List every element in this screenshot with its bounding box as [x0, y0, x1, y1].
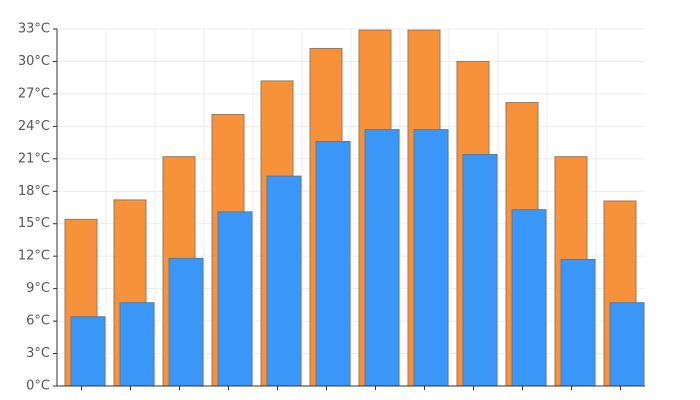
- bar-series-2: [168, 257, 204, 387]
- y-tick-label: 3°C: [26, 346, 50, 361]
- bar-series-2: [315, 141, 351, 387]
- y-tick-label: 24°C: [18, 119, 50, 134]
- y-axis-tick-labels: 0°C 3°C 6°C 9°C 12°C 15°C 18°C 21°C 24°C 27°C 30°C…: [18, 22, 50, 394]
- y-tick-label: 21°C: [18, 151, 50, 166]
- x-axis-tick-labels: [81, 386, 621, 390]
- bar-series-2: [609, 302, 645, 387]
- y-tick-label: 30°C: [18, 54, 50, 69]
- bar-series-2: [560, 258, 596, 387]
- y-tick-label: 15°C: [18, 216, 50, 231]
- y-tick-label: 6°C: [26, 314, 50, 329]
- y-tick-label: 18°C: [18, 184, 50, 199]
- y-tick-label: 33°C: [18, 22, 50, 37]
- bar-series-2: [119, 302, 155, 387]
- grid-lines: [53, 28, 645, 387]
- bar-series-2: [266, 175, 302, 387]
- bar-series-2: [217, 211, 253, 387]
- bar-series-2: [70, 316, 106, 387]
- y-tick-label: 12°C: [18, 249, 50, 264]
- bar-series-2: [462, 153, 498, 387]
- bar-series-2: [364, 129, 400, 387]
- bar-series-2: [413, 129, 449, 387]
- y-tick-label: 9°C: [26, 281, 50, 296]
- y-tick-label: 27°C: [18, 86, 50, 101]
- y-tick-label: 0°C: [26, 379, 50, 394]
- bars: [64, 29, 645, 387]
- bar-series-2: [511, 209, 547, 387]
